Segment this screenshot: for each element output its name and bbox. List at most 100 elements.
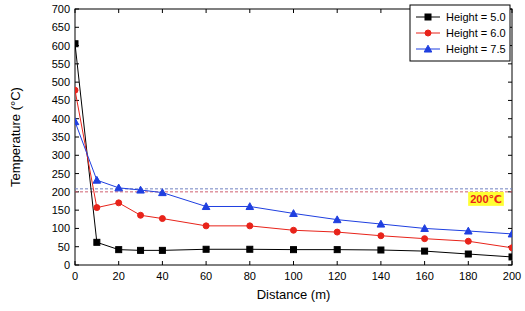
- series-marker: [93, 176, 101, 183]
- series-marker: [378, 247, 384, 253]
- y-tick-label: 0: [64, 259, 70, 271]
- y-tick: [75, 173, 79, 174]
- x-tick-label: 180: [459, 270, 477, 282]
- y-tick: [508, 63, 512, 64]
- legend-marker: [424, 45, 432, 52]
- y-tick: [508, 82, 512, 83]
- y-tick-label: 250: [52, 168, 70, 180]
- y-tick-label: 150: [52, 204, 70, 216]
- series-marker: [422, 236, 428, 242]
- background: [0, 0, 525, 311]
- series-marker: [422, 248, 428, 254]
- y-tick-label: 650: [52, 21, 70, 33]
- x-tick-label: 80: [244, 270, 256, 282]
- series-marker: [75, 87, 78, 93]
- series-marker: [465, 238, 471, 244]
- x-tick-label: 20: [113, 270, 125, 282]
- legend-label: Height = 6.0: [446, 27, 506, 39]
- series-marker: [290, 210, 298, 217]
- series-marker: [159, 247, 165, 253]
- y-tick: [75, 155, 79, 156]
- y-tick: [508, 137, 512, 138]
- x-tick: [118, 261, 119, 265]
- y-tick-label: 500: [52, 76, 70, 88]
- legend-marker: [425, 30, 431, 36]
- series-marker: [509, 245, 512, 251]
- x-tick: [293, 9, 294, 13]
- series-line: [75, 90, 512, 248]
- series-marker: [94, 205, 100, 211]
- series-marker: [377, 220, 385, 227]
- x-tick: [162, 9, 163, 13]
- y-tick-label: 700: [52, 3, 70, 15]
- legend-marker: [425, 14, 431, 20]
- x-tick: [162, 261, 163, 265]
- x-tick-label: 160: [415, 270, 433, 282]
- series-marker: [334, 229, 340, 235]
- x-tick-label: 100: [284, 270, 302, 282]
- x-tick-label: 140: [372, 270, 390, 282]
- y-tick-label: 450: [52, 94, 70, 106]
- x-tick: [380, 261, 381, 265]
- series-marker: [247, 246, 253, 252]
- series-marker: [465, 251, 471, 257]
- series-marker: [203, 223, 209, 229]
- x-tick: [206, 261, 207, 265]
- series-marker: [138, 212, 144, 218]
- series-marker: [291, 227, 297, 233]
- series-marker: [246, 203, 254, 210]
- y-tick: [75, 246, 79, 247]
- x-tick: [293, 261, 294, 265]
- series-marker: [116, 200, 122, 206]
- series-line: [75, 44, 512, 257]
- legend-label: Height = 5.0: [446, 11, 506, 23]
- y-tick: [75, 228, 79, 229]
- x-tick: [249, 9, 250, 13]
- y-tick-label: 550: [52, 58, 70, 70]
- y-tick: [508, 210, 512, 211]
- annotation-background: [468, 192, 504, 206]
- y-tick: [508, 100, 512, 101]
- x-tick-label: 200: [503, 270, 521, 282]
- series-marker: [75, 41, 78, 47]
- x-tick: [337, 9, 338, 13]
- series-marker: [291, 247, 297, 253]
- y-tick-label: 600: [52, 40, 70, 52]
- y-tick-label: 300: [52, 149, 70, 161]
- y-tick: [508, 228, 512, 229]
- x-tick: [337, 261, 338, 265]
- series-marker: [247, 223, 253, 229]
- x-tick: [380, 9, 381, 13]
- series-marker: [138, 247, 144, 253]
- y-tick: [75, 210, 79, 211]
- x-tick-label: 0: [72, 270, 78, 282]
- y-axis-title: Temperature (°C): [8, 87, 23, 187]
- legend: Height = 5.0Height = 6.0Height = 7.5: [410, 5, 510, 61]
- x-axis-title: Distance (m): [257, 287, 331, 302]
- series-marker: [94, 239, 100, 245]
- x-tick: [206, 9, 207, 13]
- x-tick-label: 120: [328, 270, 346, 282]
- y-tick-label: 100: [52, 222, 70, 234]
- series-marker: [509, 254, 512, 260]
- legend-box: [410, 5, 510, 61]
- series-marker: [159, 216, 165, 222]
- plot-frame: [75, 9, 512, 265]
- y-tick: [508, 155, 512, 156]
- series-marker: [115, 184, 123, 191]
- y-tick-label: 350: [52, 131, 70, 143]
- series-marker: [203, 246, 209, 252]
- series-marker: [421, 225, 429, 232]
- y-tick: [75, 137, 79, 138]
- y-tick-label: 400: [52, 113, 70, 125]
- series-marker: [202, 203, 210, 210]
- series-marker: [465, 227, 473, 234]
- series-marker: [75, 118, 79, 125]
- series-marker: [378, 233, 384, 239]
- series-line: [75, 122, 512, 234]
- x-tick: [118, 9, 119, 13]
- series-marker: [334, 247, 340, 253]
- x-tick: [424, 261, 425, 265]
- y-tick-label: 50: [58, 241, 70, 253]
- series-marker: [116, 247, 122, 253]
